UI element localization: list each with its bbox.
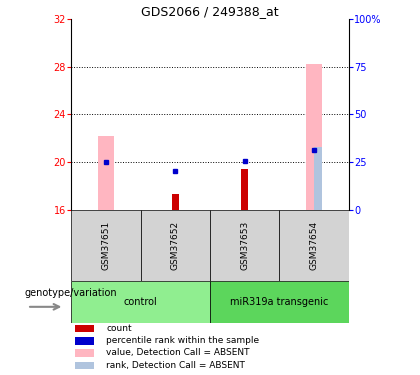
Title: GDS2066 / 249388_at: GDS2066 / 249388_at [141,4,279,18]
Bar [210,210,279,281]
Text: GSM37653: GSM37653 [240,221,249,270]
Bar [75,349,94,357]
Bar [75,337,94,345]
Bar [241,170,248,210]
Bar [210,281,349,322]
Bar [141,210,210,281]
Text: GSM37652: GSM37652 [171,221,180,270]
Text: control: control [124,297,158,307]
Bar [306,64,322,210]
Text: percentile rank within the sample: percentile rank within the sample [106,336,260,345]
Bar [75,362,94,369]
Bar [71,210,141,281]
Text: value, Detection Call = ABSENT: value, Detection Call = ABSENT [106,348,250,357]
Text: miR319a transgenic: miR319a transgenic [230,297,328,307]
Bar [172,195,179,210]
Bar [98,136,114,210]
Text: count: count [106,324,132,333]
Text: GSM37654: GSM37654 [310,221,318,270]
Bar [71,281,210,322]
Bar [314,147,322,210]
Text: GSM37651: GSM37651 [102,221,110,270]
Bar [75,325,94,333]
Text: rank, Detection Call = ABSENT: rank, Detection Call = ABSENT [106,361,245,370]
Bar [279,210,349,281]
Text: genotype/variation: genotype/variation [25,288,118,298]
